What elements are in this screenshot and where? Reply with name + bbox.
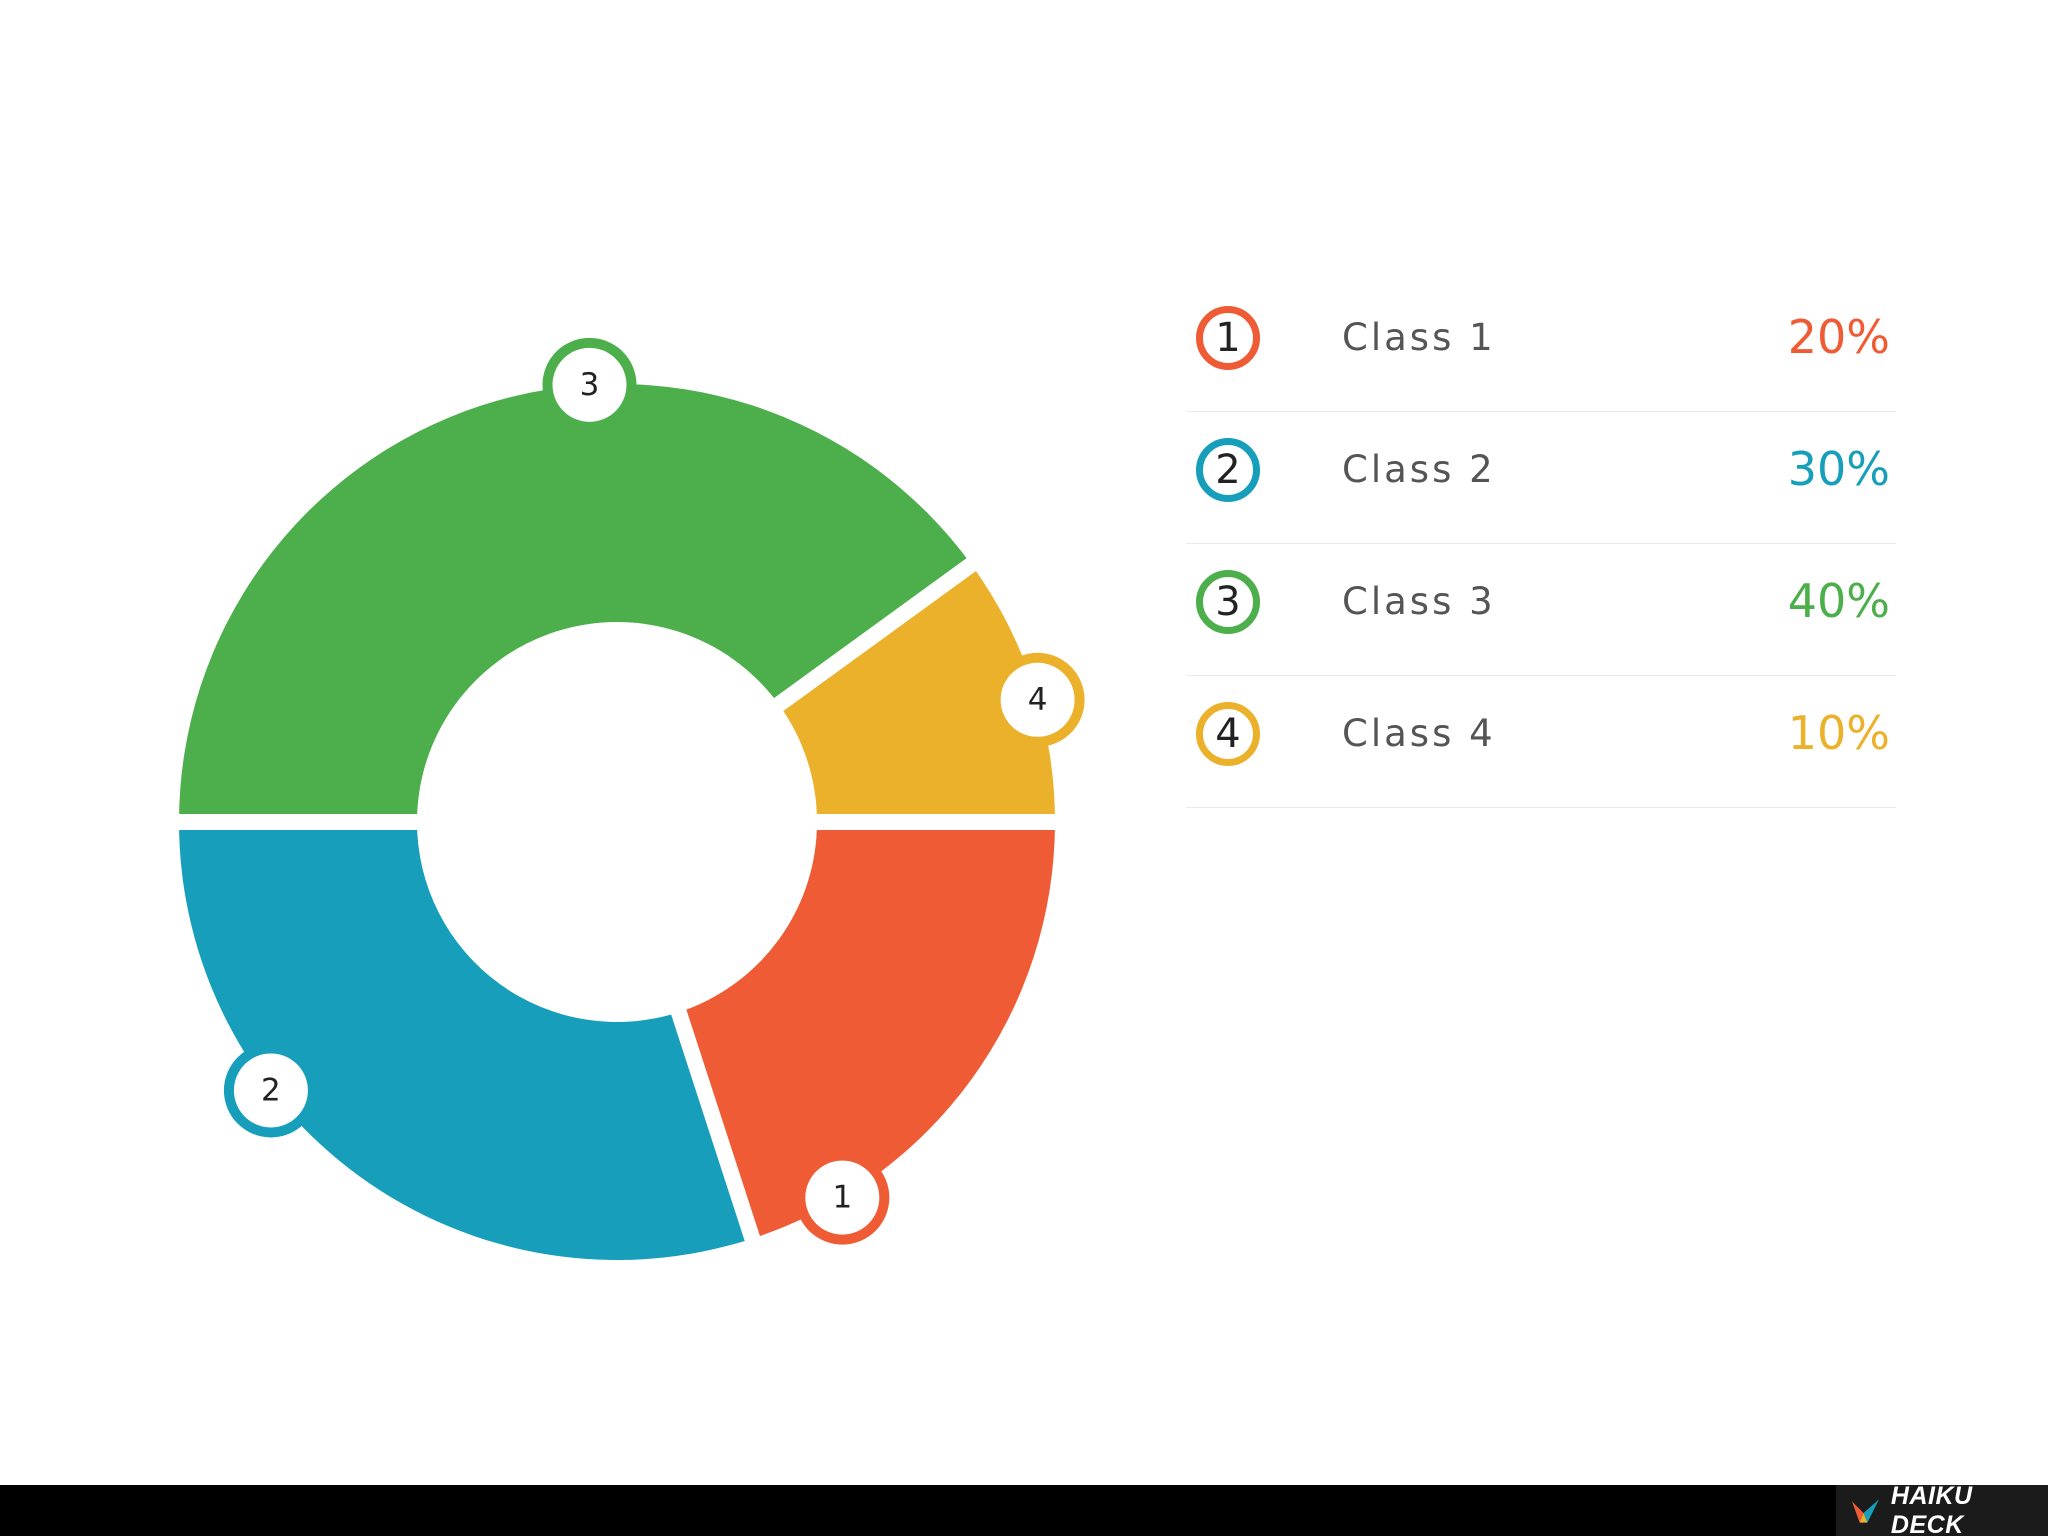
slice-gap bbox=[770, 555, 980, 714]
footer-bar: HAIKU DECK bbox=[0, 1482, 2048, 1539]
slide: 1 2 3 4 1 Class 1 20% 2 Class 2 30% 3 Class… bbox=[179, 280, 1896, 1260]
legend-item-class-1: 1 Class 1 20% bbox=[1186, 280, 1896, 412]
legend-item-class-2: 2 Class 2 30% bbox=[1186, 412, 1896, 544]
brand-name: HAIKU DECK bbox=[1890, 1481, 1973, 1539]
slice-4 bbox=[778, 564, 1055, 822]
legend-value-class-4: 10% bbox=[1787, 706, 1890, 760]
legend-marker-class-1: 1 bbox=[1196, 306, 1260, 370]
slice-badge-4: 4 bbox=[990, 652, 1085, 747]
slice-gap bbox=[669, 1005, 762, 1245]
donut-chart: 1 2 3 4 bbox=[179, 337, 1085, 1260]
slice-badge-face bbox=[552, 347, 627, 422]
legend-marker-class-3: 3 bbox=[1196, 570, 1260, 634]
slice-badge-number: 3 bbox=[580, 367, 600, 403]
slice-badge-number: 4 bbox=[1028, 682, 1048, 718]
legend-value-class-2: 30% bbox=[1787, 442, 1890, 496]
brand-badge[interactable]: HAIKU DECK bbox=[1836, 1482, 2048, 1539]
slice-badge-number: 2 bbox=[261, 1072, 281, 1108]
legend-label-class-4: Class 4 bbox=[1342, 712, 1496, 755]
slice-badge-face bbox=[805, 1160, 880, 1235]
slice-2 bbox=[179, 822, 753, 1260]
legend-label-class-3: Class 3 bbox=[1342, 580, 1496, 623]
legend-item-class-3: 3 Class 3 40% bbox=[1186, 544, 1896, 676]
legend-marker-class-4: 4 bbox=[1196, 702, 1260, 766]
legend-label-class-1: Class 1 bbox=[1342, 316, 1496, 359]
slice-badge-1: 1 bbox=[795, 1150, 890, 1245]
slice-3 bbox=[179, 384, 972, 822]
slice-1 bbox=[678, 822, 1055, 1239]
legend-item-class-4: 4 Class 4 10% bbox=[1186, 676, 1896, 808]
haiku-deck-logo-icon bbox=[1851, 1498, 1880, 1523]
legend-value-class-3: 40% bbox=[1787, 574, 1890, 628]
chart-legend: 1 Class 1 20% 2 Class 2 30% 3 Class 3 40… bbox=[1186, 280, 1896, 808]
legend-marker-class-2: 2 bbox=[1196, 438, 1260, 502]
legend-value-class-1: 20% bbox=[1787, 310, 1890, 364]
slice-badge-face bbox=[1000, 662, 1075, 737]
slice-badge-face bbox=[233, 1053, 308, 1128]
legend-label-class-2: Class 2 bbox=[1342, 448, 1496, 491]
slice-badge-2: 2 bbox=[223, 1043, 318, 1138]
slice-badge-3: 3 bbox=[542, 337, 637, 432]
slice-badge-number: 1 bbox=[832, 1180, 852, 1216]
